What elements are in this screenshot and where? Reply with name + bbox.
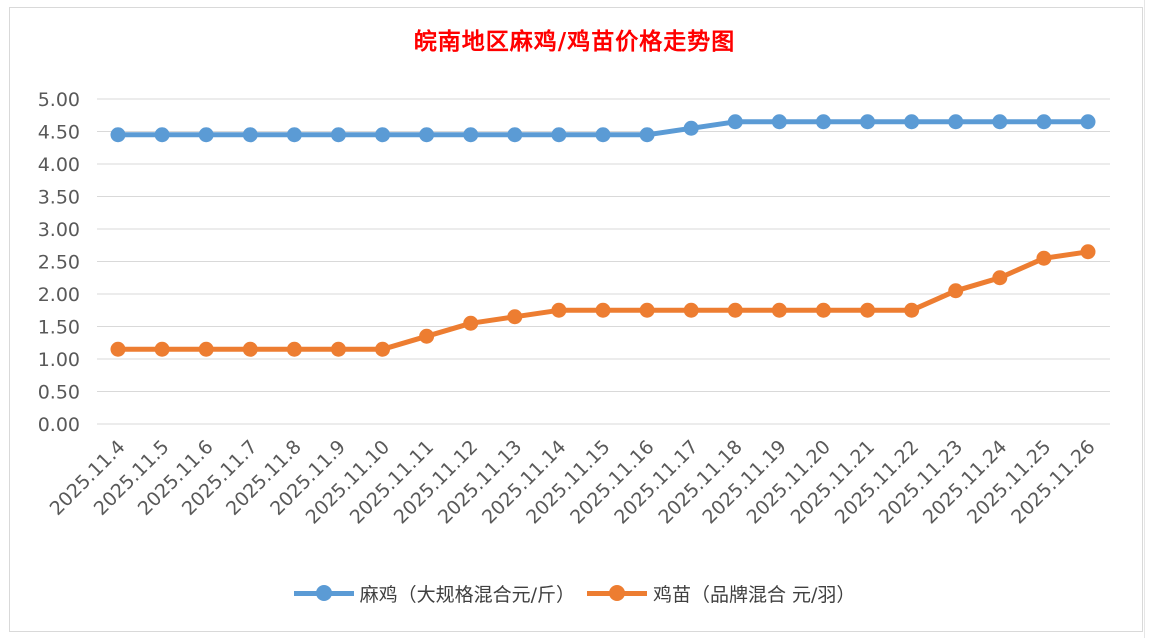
data-point[interactable]: [286, 127, 302, 143]
data-point[interactable]: [110, 341, 126, 357]
x-axis-ticks: 2025.11.42025.11.52025.11.62025.11.72025…: [46, 436, 1100, 528]
data-point[interactable]: [683, 302, 699, 318]
y-tick-label: 1.00: [38, 349, 80, 371]
y-tick-label: 0.00: [38, 414, 80, 436]
y-tick-label: 1.50: [38, 317, 80, 339]
data-point[interactable]: [330, 127, 346, 143]
data-point[interactable]: [948, 114, 964, 130]
y-tick-label: 0.50: [38, 382, 80, 404]
data-point[interactable]: [948, 283, 964, 299]
y-tick-label: 5.00: [38, 89, 80, 111]
data-point[interactable]: [815, 114, 831, 130]
series-1: [110, 114, 1096, 143]
data-point[interactable]: [904, 114, 920, 130]
data-point[interactable]: [330, 341, 346, 357]
gridlines: [97, 98, 1110, 425]
legend-label: 鸡苗（品牌混合 元/羽）: [652, 583, 856, 606]
data-point[interactable]: [1036, 114, 1052, 130]
series-2: [110, 244, 1096, 357]
legend-item-series-1: 麻鸡（大规格混合元/斤）: [293, 580, 575, 607]
data-point[interactable]: [242, 127, 258, 143]
y-tick-label: 4.50: [38, 122, 80, 144]
legend-swatch-series-2: [586, 583, 647, 603]
data-point[interactable]: [860, 302, 876, 318]
chart-area[interactable]: [9, 7, 1143, 632]
data-point[interactable]: [1036, 250, 1052, 266]
data-point[interactable]: [551, 127, 567, 143]
y-axis-ticks: 0.00 0.50 1.00 1.50 2.00 2.50 3.00 3.50 4.00 4.50…: [38, 89, 80, 436]
data-point[interactable]: [683, 120, 699, 136]
data-point[interactable]: [727, 114, 743, 130]
legend-dot-marker: [608, 585, 625, 601]
data-point[interactable]: [242, 341, 258, 357]
legend-item-series-2: 鸡苗（品牌混合 元/羽）: [586, 580, 856, 607]
data-point[interactable]: [992, 114, 1008, 130]
data-point[interactable]: [110, 127, 126, 143]
series-lines: [110, 114, 1096, 357]
data-point[interactable]: [771, 114, 787, 130]
data-point[interactable]: [154, 341, 170, 357]
data-point[interactable]: [727, 302, 743, 318]
data-point[interactable]: [771, 302, 787, 318]
data-point[interactable]: [507, 127, 523, 143]
data-point[interactable]: [860, 114, 876, 130]
y-tick-label: 3.00: [38, 219, 80, 241]
y-tick-label: 3.50: [38, 187, 80, 209]
series-line: [115, 249, 1091, 352]
data-point[interactable]: [551, 302, 567, 318]
data-point[interactable]: [463, 315, 479, 331]
data-point[interactable]: [904, 302, 920, 318]
data-point[interactable]: [639, 127, 655, 143]
data-point[interactable]: [1080, 114, 1096, 130]
data-point[interactable]: [198, 127, 214, 143]
data-point[interactable]: [595, 127, 611, 143]
data-point[interactable]: [154, 127, 170, 143]
y-tick-label: 2.50: [38, 252, 80, 274]
legend-label: 麻鸡（大规格混合元/斤）: [359, 583, 575, 606]
data-point[interactable]: [375, 341, 391, 357]
y-tick-label: 4.00: [38, 154, 80, 176]
data-point[interactable]: [419, 127, 435, 143]
legend-dot-marker: [315, 585, 332, 601]
data-point[interactable]: [992, 270, 1008, 286]
data-point[interactable]: [507, 309, 523, 325]
data-point[interactable]: [198, 341, 214, 357]
sheet-gridline: [1144, 0, 1145, 638]
data-point[interactable]: [419, 328, 435, 344]
data-point[interactable]: [595, 302, 611, 318]
data-point[interactable]: [286, 341, 302, 357]
y-tick-label: 2.00: [38, 284, 80, 306]
chart-legend: 麻鸡（大规格混合元/斤） 鸡苗（品牌混合 元/羽）: [0, 578, 1149, 608]
data-point[interactable]: [815, 302, 831, 318]
legend-swatch-series-1: [293, 583, 354, 603]
data-point[interactable]: [463, 127, 479, 143]
data-point[interactable]: [375, 127, 391, 143]
chart-title: 皖南地区麻鸡/鸡苗价格走势图: [413, 28, 736, 55]
data-point[interactable]: [1080, 244, 1096, 260]
data-point[interactable]: [639, 302, 655, 318]
